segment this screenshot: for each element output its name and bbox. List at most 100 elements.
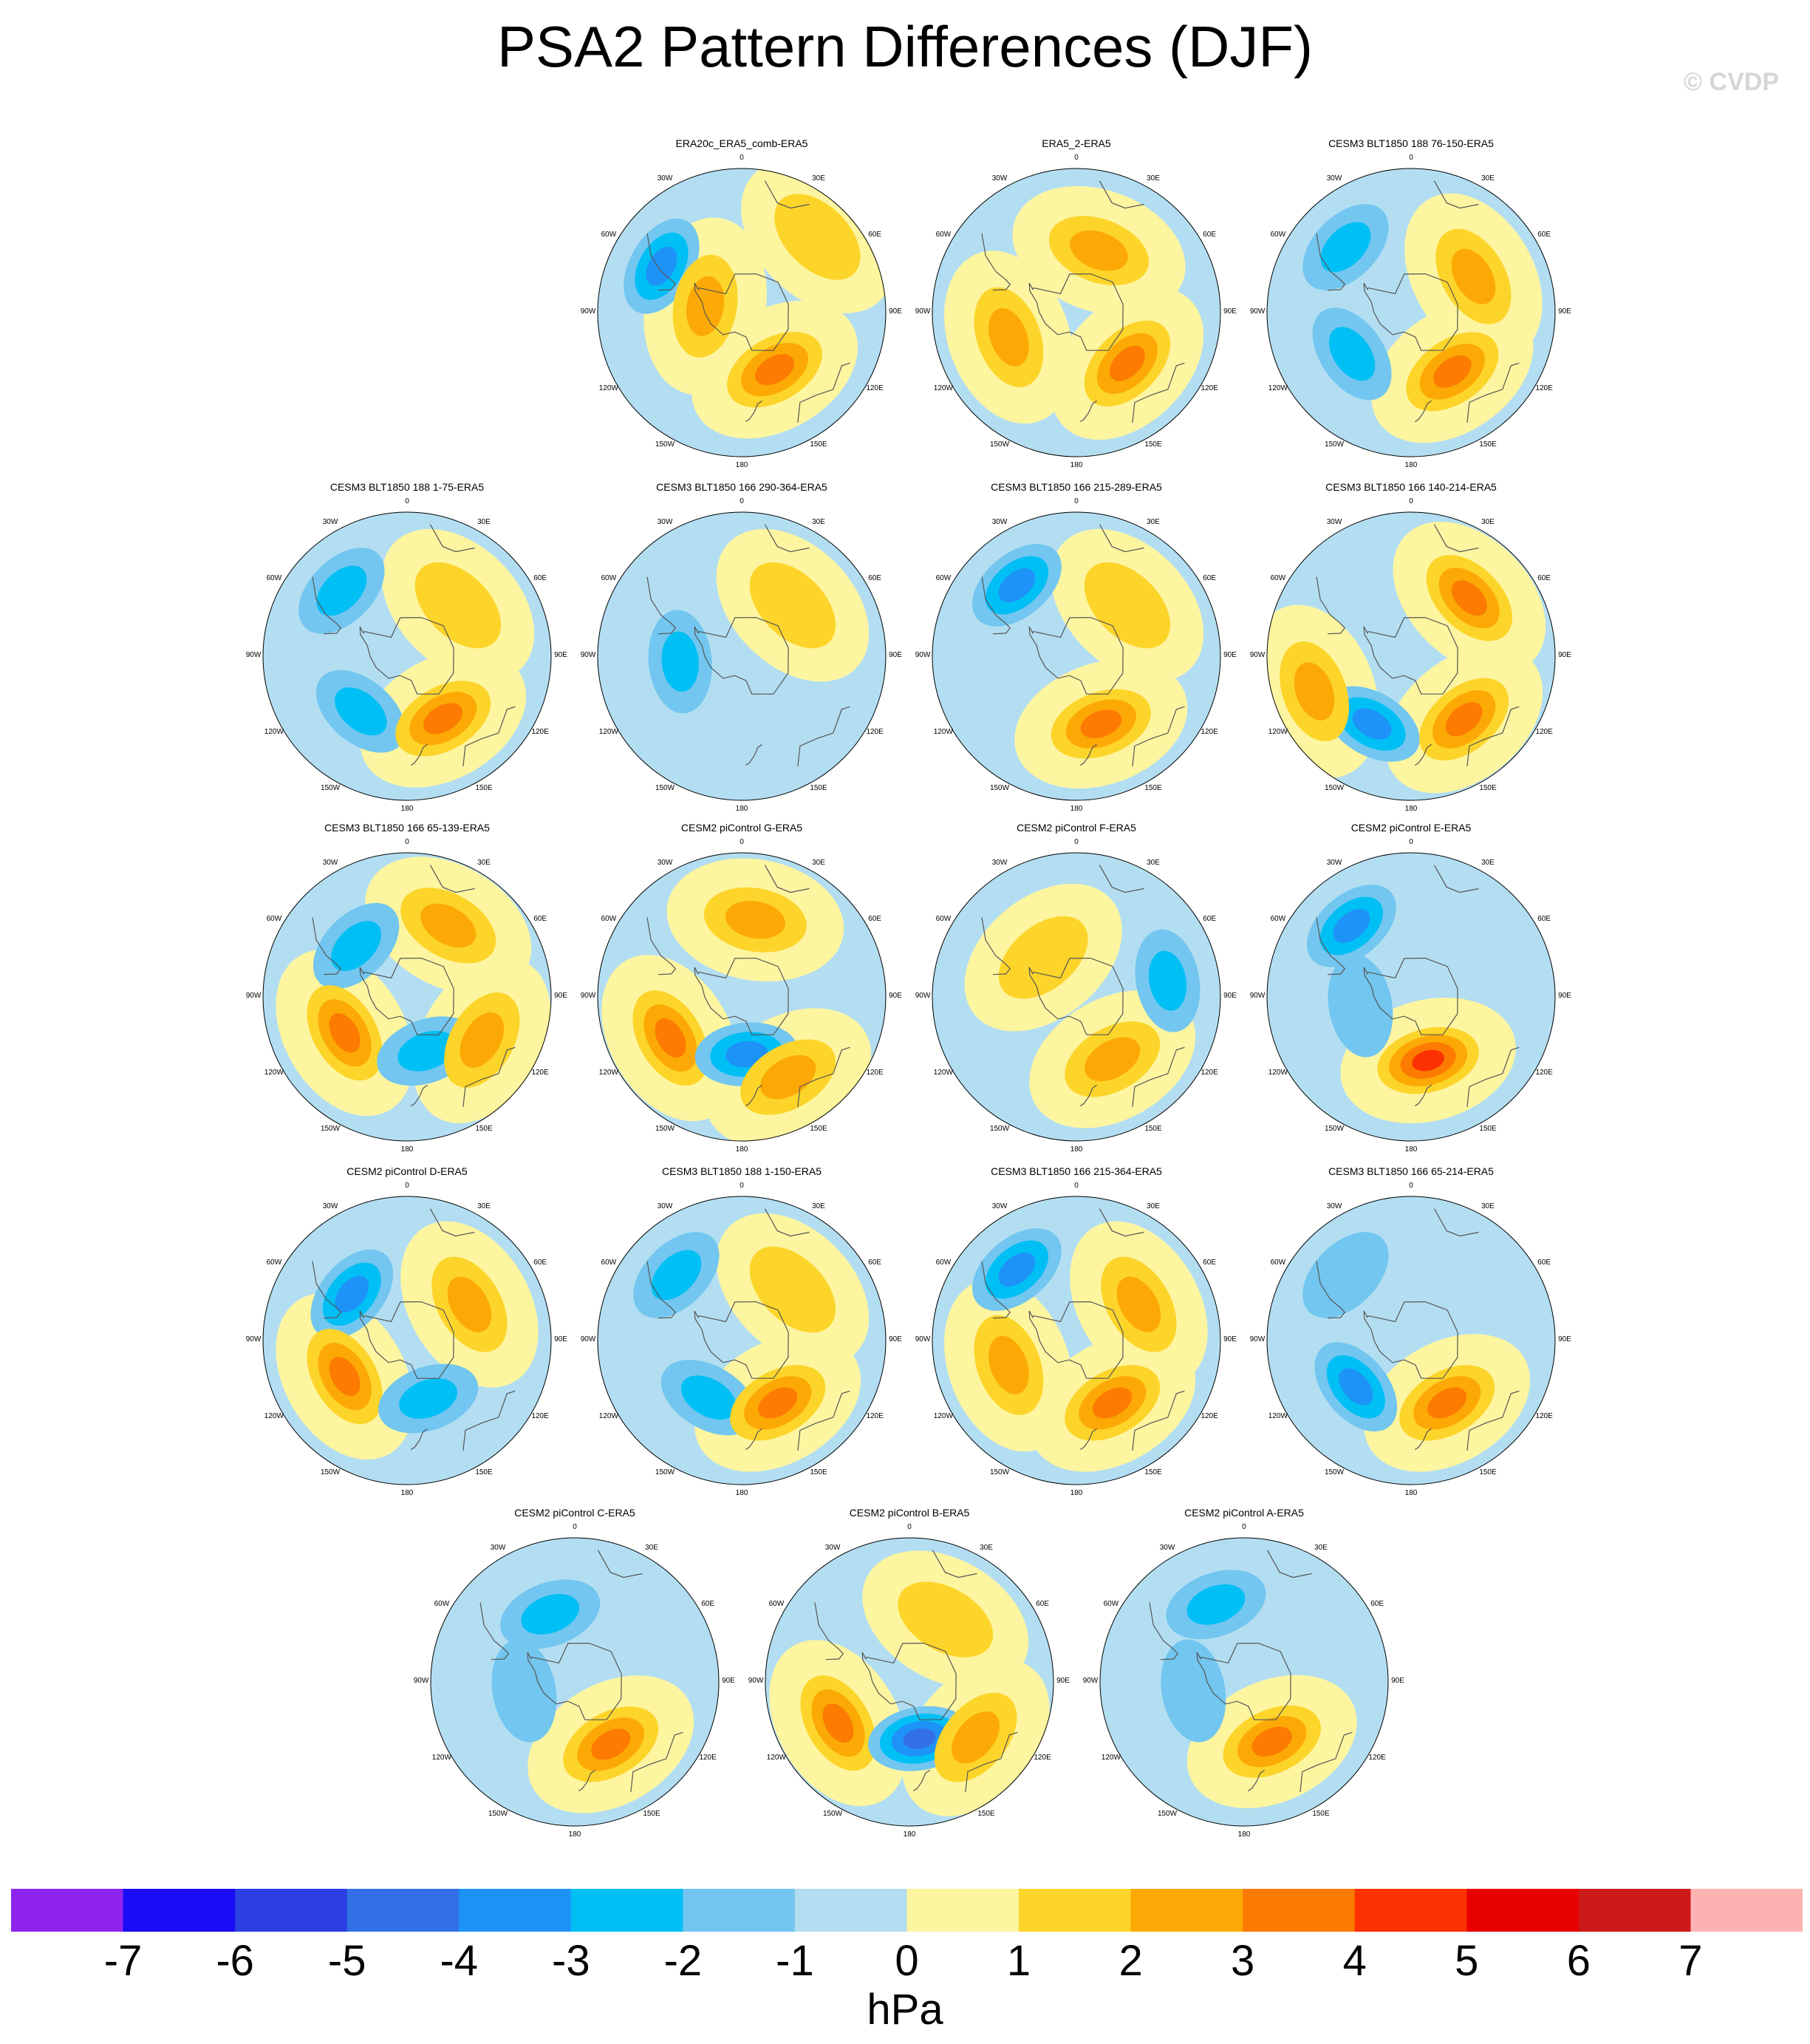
longitude-label: 120W (431, 1754, 451, 1762)
longitude-label: 30E (1481, 1202, 1495, 1210)
longitude-label: 120W (264, 728, 284, 736)
longitude-label: 60W (768, 1600, 785, 1608)
antarctica-coastline (861, 1642, 957, 1720)
longitude-label: 180 (1070, 805, 1083, 813)
south-america-coastline (646, 1261, 677, 1319)
australia-coastline (1132, 706, 1185, 766)
africa-coastline (597, 1550, 643, 1578)
longitude-label: 90E (554, 651, 567, 659)
new-zealand-coastline (1079, 1084, 1097, 1107)
longitude-label: 120W (1268, 1412, 1288, 1420)
longitude-label: 0 (405, 1182, 409, 1190)
colorbar-tick-label: 0 (895, 1937, 919, 1985)
longitude-label: 180 (1237, 1830, 1251, 1839)
longitude-label: 30E (980, 1543, 993, 1552)
colorbar-tick-label: -5 (327, 1937, 366, 1985)
longitude-label: 60E (868, 915, 882, 923)
new-zealand-coastline (1247, 1769, 1265, 1792)
contour-band (1451, 248, 1496, 304)
contour-band (680, 1375, 737, 1420)
longitude-label: 90W (245, 1335, 262, 1343)
longitude-label: 120E (1201, 1412, 1218, 1420)
map-boundary (262, 852, 552, 1142)
longitude-label: 90E (889, 1335, 902, 1343)
longitude-label: 60E (1537, 231, 1551, 239)
longitude-label: 60E (1537, 915, 1551, 923)
contour-band (988, 307, 1029, 367)
longitude-label: 60E (1537, 574, 1551, 582)
australia-coastline (1132, 1390, 1185, 1451)
longitude-label: 120E (1535, 728, 1553, 736)
contour-band (749, 562, 836, 649)
longitude-label: 30E (812, 174, 825, 183)
longitude-label: 90E (1558, 1335, 1571, 1343)
longitude-label: 60W (266, 574, 282, 582)
longitude-label: 120E (1201, 1069, 1218, 1077)
longitude-label: 150E (810, 440, 827, 449)
longitude-label: 120E (531, 1412, 549, 1420)
colorbar-tick-label: 1 (1006, 1937, 1031, 1985)
south-america-coastline (646, 576, 677, 635)
longitude-label: 90E (554, 1335, 567, 1343)
longitude-label: 90W (915, 1335, 931, 1343)
contour-band (1161, 1639, 1226, 1742)
panel-title: CESM2 piControl A-ERA5 (1184, 1507, 1304, 1519)
colorbar-tick-label: 3 (1231, 1937, 1255, 1985)
colorbar-tick-label: -1 (776, 1937, 814, 1985)
longitude-label: 120E (866, 1412, 884, 1420)
longitude-label: 60W (1270, 1258, 1286, 1267)
longitude-label: 0 (1074, 497, 1079, 505)
map-boundary (932, 1196, 1221, 1485)
longitude-label: 60E (1203, 231, 1217, 239)
africa-coastline (1433, 865, 1479, 893)
longitude-label: 0 (1242, 1523, 1246, 1531)
longitude-label: 150W (655, 1468, 675, 1477)
contour-band (661, 631, 699, 692)
panel-title: CESM2 piControl B-ERA5 (849, 1507, 970, 1519)
longitude-label: 0 (1074, 154, 1079, 162)
longitude-label: 150E (1479, 784, 1497, 793)
colorbar-segment (123, 1889, 236, 1932)
contour-band (655, 1018, 686, 1058)
antarctica-coastline (694, 273, 789, 351)
longitude-label: 90E (889, 651, 902, 659)
panel-title: CESM3 BLT1850 166 65-139-ERA5 (324, 822, 490, 834)
longitude-label: 60W (266, 1258, 282, 1267)
longitude-label: 180 (400, 1145, 414, 1154)
longitude-label: 120W (598, 1412, 618, 1420)
longitude-label: 150W (989, 1125, 1010, 1134)
polar-map (597, 168, 887, 457)
longitude-label: 30E (1481, 517, 1495, 526)
map-boundary (1266, 168, 1556, 457)
contour-band (1352, 708, 1392, 740)
panel-title: CESM3 BLT1850 166 65-214-ERA5 (1328, 1165, 1494, 1177)
longitude-label: 60E (868, 1258, 882, 1267)
map-boundary (765, 1537, 1054, 1827)
panel-title: CESM2 piControl F-ERA5 (1017, 822, 1136, 834)
new-zealand-coastline (1079, 400, 1097, 423)
longitude-label: 60W (601, 1258, 617, 1267)
longitude-label: 60E (868, 231, 882, 239)
contour-band (591, 1728, 631, 1760)
south-america-coastline (1316, 917, 1346, 975)
colorbar-segment (1130, 1889, 1243, 1932)
polar-map (1266, 511, 1556, 801)
longitude-label: 180 (1404, 1145, 1418, 1154)
contour-band (1320, 222, 1371, 273)
africa-coastline (764, 524, 810, 553)
longitude-label: 90W (580, 307, 596, 316)
contour-band (1302, 1232, 1389, 1318)
longitude-label: 120W (1268, 1069, 1288, 1077)
longitude-label: 150E (475, 1125, 493, 1134)
longitude-label: 150W (320, 1468, 341, 1477)
panel-title: CESM3 BLT1850 166 290-364-ERA5 (656, 481, 827, 493)
contour-band (988, 1335, 1029, 1394)
longitude-label: 150W (488, 1810, 508, 1819)
contour-band (1186, 1584, 1246, 1625)
longitude-label: 150E (1144, 1125, 1162, 1134)
longitude-label: 0 (1409, 497, 1413, 505)
longitude-label: 120E (1034, 1754, 1051, 1762)
south-america-coastline (981, 917, 1011, 975)
south-america-coastline (1149, 1602, 1179, 1660)
polar-map (932, 168, 1221, 457)
